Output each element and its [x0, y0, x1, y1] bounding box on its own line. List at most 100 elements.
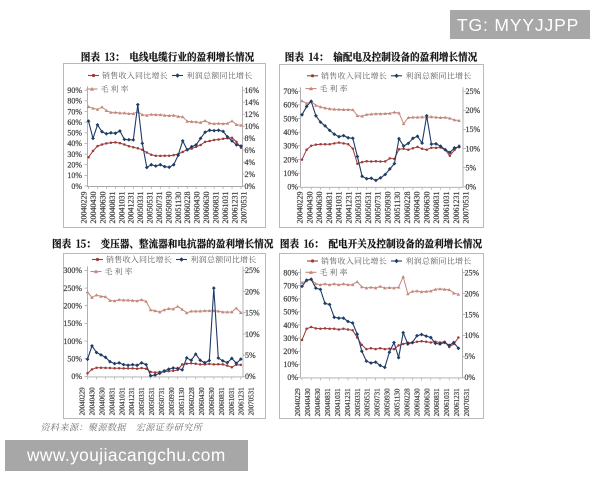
svg-text:20060228: 20060228 [403, 388, 411, 417]
svg-text:60%: 60% [67, 118, 82, 127]
svg-text:80%: 80% [67, 97, 82, 106]
svg-text:50%: 50% [67, 355, 82, 364]
svg-text:70%: 70% [283, 281, 298, 290]
svg-text:20%: 20% [465, 289, 480, 298]
svg-text:25%: 25% [245, 266, 260, 275]
svg-text:20060831: 20060831 [218, 387, 226, 416]
svg-text:20070531: 20070531 [240, 192, 249, 224]
svg-text:20050331: 20050331 [136, 192, 145, 224]
svg-text:20061031: 20061031 [442, 192, 451, 224]
svg-text:15%: 15% [245, 309, 260, 318]
svg-text:16%: 16% [245, 86, 260, 95]
svg-text:20060630: 20060630 [208, 387, 216, 416]
svg-text:20040831: 20040831 [325, 192, 334, 224]
svg-text:20040831: 20040831 [324, 388, 332, 417]
svg-text:20040229: 20040229 [296, 192, 305, 224]
svg-text:20041031: 20041031 [117, 192, 126, 224]
svg-text:60%: 60% [283, 101, 298, 110]
svg-text:14%: 14% [245, 98, 260, 107]
svg-text:20051130: 20051130 [174, 192, 183, 224]
svg-text:20050930: 20050930 [168, 387, 176, 416]
svg-text:20060630: 20060630 [202, 192, 211, 224]
svg-text:0%: 0% [287, 373, 298, 382]
svg-text:20050531: 20050531 [148, 387, 156, 416]
svg-text:20060430: 20060430 [413, 192, 422, 224]
svg-text:20060430: 20060430 [198, 387, 206, 416]
svg-text:20050331: 20050331 [354, 388, 362, 417]
svg-text:10%: 10% [283, 360, 298, 369]
svg-text:20051130: 20051130 [393, 192, 402, 224]
svg-text:40%: 40% [283, 128, 298, 137]
svg-text:20041031: 20041031 [334, 388, 342, 417]
svg-text:0%: 0% [71, 182, 82, 191]
svg-text:20050331: 20050331 [138, 387, 146, 416]
svg-text:20041231: 20041231 [344, 192, 353, 224]
svg-text:10%: 10% [245, 122, 260, 131]
svg-text:20040630: 20040630 [314, 388, 322, 417]
svg-text:20050731: 20050731 [155, 192, 164, 224]
svg-text:20061231: 20061231 [452, 192, 461, 224]
svg-text:20050531: 20050531 [364, 192, 373, 224]
svg-text:250%: 250% [63, 284, 82, 293]
svg-text:5%: 5% [245, 351, 256, 360]
svg-text:10%: 10% [245, 330, 260, 339]
svg-text:10%: 10% [465, 331, 480, 340]
svg-text:50%: 50% [67, 129, 82, 138]
svg-text:0%: 0% [245, 182, 256, 191]
svg-text:20060831: 20060831 [433, 388, 441, 417]
svg-text:20070531: 20070531 [462, 192, 471, 224]
svg-text:20060831: 20060831 [432, 192, 441, 224]
svg-text:40%: 40% [283, 321, 298, 330]
svg-text:15%: 15% [465, 310, 480, 319]
svg-text:20%: 20% [283, 347, 298, 356]
svg-text:30%: 30% [67, 150, 82, 159]
svg-text:4%: 4% [245, 158, 256, 167]
svg-text:60%: 60% [283, 295, 298, 304]
svg-text:70%: 70% [67, 107, 82, 116]
svg-text:30%: 30% [283, 334, 298, 343]
svg-text:20041231: 20041231 [128, 387, 136, 416]
svg-text:20050531: 20050531 [146, 192, 155, 224]
svg-text:0%: 0% [245, 372, 256, 381]
svg-text:15%: 15% [466, 125, 481, 134]
svg-text:10%: 10% [466, 144, 481, 153]
svg-text:40%: 40% [67, 139, 82, 148]
svg-text:10%: 10% [283, 169, 298, 178]
svg-text:20060430: 20060430 [413, 388, 421, 417]
svg-text:20040430: 20040430 [304, 388, 312, 417]
svg-text:6%: 6% [245, 146, 256, 155]
svg-text:20061231: 20061231 [238, 387, 246, 416]
svg-text:0%: 0% [71, 372, 82, 381]
svg-text:20041031: 20041031 [118, 387, 126, 416]
svg-text:20%: 20% [67, 161, 82, 170]
svg-text:90%: 90% [67, 86, 82, 95]
svg-text:10%: 10% [67, 171, 82, 180]
svg-text:25%: 25% [465, 268, 480, 277]
svg-text:100%: 100% [63, 337, 82, 346]
svg-text:20%: 20% [466, 106, 481, 115]
svg-text:20060831: 20060831 [212, 192, 221, 224]
svg-text:50%: 50% [283, 114, 298, 123]
svg-text:12%: 12% [245, 110, 260, 119]
svg-text:20061031: 20061031 [228, 387, 236, 416]
svg-text:20060228: 20060228 [403, 192, 412, 224]
svg-text:20050531: 20050531 [364, 388, 372, 417]
svg-text:20061031: 20061031 [443, 388, 451, 417]
svg-text:20050930: 20050930 [384, 388, 392, 417]
svg-text:20060430: 20060430 [193, 192, 202, 224]
svg-text:0%: 0% [465, 373, 476, 382]
svg-text:0%: 0% [466, 183, 477, 192]
svg-text:20050731: 20050731 [374, 388, 382, 417]
svg-text:20040630: 20040630 [98, 192, 107, 224]
svg-text:20070531: 20070531 [248, 387, 256, 416]
svg-text:80%: 80% [283, 268, 298, 277]
svg-text:20040831: 20040831 [108, 387, 116, 416]
svg-text:5%: 5% [465, 352, 476, 361]
svg-text:20051130: 20051130 [178, 387, 186, 415]
svg-text:20060228: 20060228 [188, 387, 196, 416]
svg-text:20070531: 20070531 [463, 388, 471, 417]
svg-text:20060228: 20060228 [183, 192, 192, 224]
svg-text:20050331: 20050331 [354, 192, 363, 224]
svg-text:20061031: 20061031 [221, 192, 230, 224]
svg-text:20061231: 20061231 [453, 388, 461, 417]
